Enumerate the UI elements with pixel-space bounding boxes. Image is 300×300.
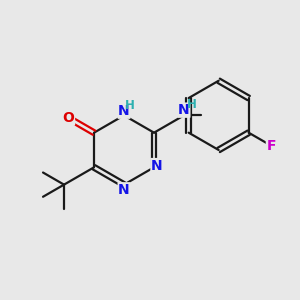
Text: N: N: [118, 183, 130, 197]
Text: H: H: [187, 98, 196, 111]
Text: N: N: [118, 104, 130, 118]
Text: H: H: [125, 99, 135, 112]
Text: N: N: [178, 103, 190, 117]
Text: N: N: [151, 159, 163, 172]
Text: O: O: [63, 111, 74, 125]
Text: F: F: [266, 139, 276, 153]
